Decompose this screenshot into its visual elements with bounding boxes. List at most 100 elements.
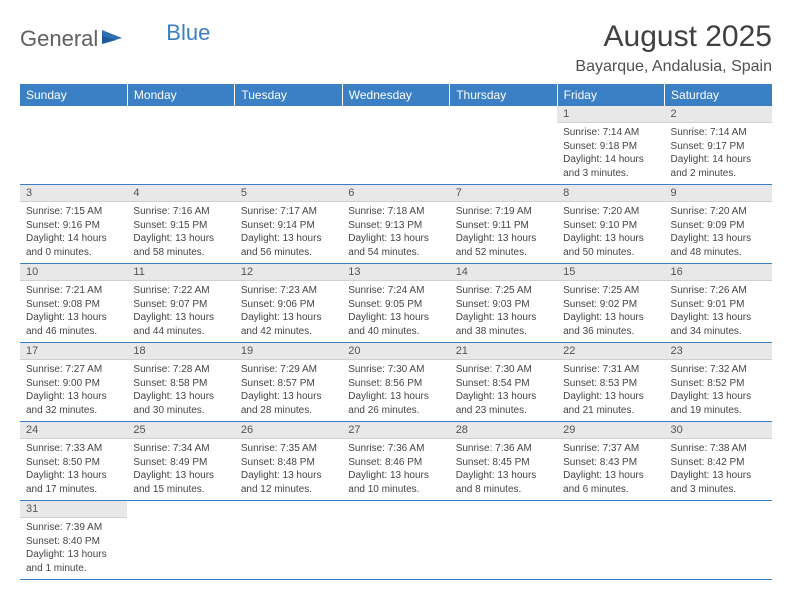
daylight-text-2: and 42 minutes. — [241, 325, 336, 339]
day-number: 21 — [450, 343, 557, 360]
calendar-body: 1Sunrise: 7:14 AMSunset: 9:18 PMDaylight… — [20, 106, 772, 580]
daylight-text-2: and 17 minutes. — [26, 483, 121, 497]
calendar-header-row: SundayMondayTuesdayWednesdayThursdayFrid… — [20, 84, 772, 106]
sunset-text: Sunset: 8:46 PM — [348, 456, 443, 470]
sunset-text: Sunset: 8:42 PM — [671, 456, 766, 470]
sunrise-text: Sunrise: 7:38 AM — [671, 442, 766, 456]
sunrise-text: Sunrise: 7:29 AM — [241, 363, 336, 377]
calendar-table: SundayMondayTuesdayWednesdayThursdayFrid… — [20, 84, 772, 580]
day-number: 1 — [557, 106, 664, 123]
daylight-text-2: and 32 minutes. — [26, 404, 121, 418]
calendar-day-cell — [235, 501, 342, 580]
sunset-text: Sunset: 9:10 PM — [563, 219, 658, 233]
calendar-day-cell — [127, 106, 234, 185]
day-details: Sunrise: 7:20 AMSunset: 9:09 PMDaylight:… — [665, 202, 772, 263]
daylight-text-2: and 19 minutes. — [671, 404, 766, 418]
sunrise-text: Sunrise: 7:21 AM — [26, 284, 121, 298]
sunset-text: Sunset: 9:14 PM — [241, 219, 336, 233]
day-number: 25 — [127, 422, 234, 439]
sunrise-text: Sunrise: 7:19 AM — [456, 205, 551, 219]
day-number: 22 — [557, 343, 664, 360]
daylight-text-1: Daylight: 13 hours — [348, 232, 443, 246]
daylight-text-2: and 8 minutes. — [456, 483, 551, 497]
daylight-text-2: and 30 minutes. — [133, 404, 228, 418]
daylight-text-2: and 6 minutes. — [563, 483, 658, 497]
day-details: Sunrise: 7:17 AMSunset: 9:14 PMDaylight:… — [235, 202, 342, 263]
calendar-day-cell: 29Sunrise: 7:37 AMSunset: 8:43 PMDayligh… — [557, 422, 664, 501]
sunrise-text: Sunrise: 7:20 AM — [563, 205, 658, 219]
day-details: Sunrise: 7:27 AMSunset: 9:00 PMDaylight:… — [20, 360, 127, 421]
day-details: Sunrise: 7:26 AMSunset: 9:01 PMDaylight:… — [665, 281, 772, 342]
calendar-day-cell: 14Sunrise: 7:25 AMSunset: 9:03 PMDayligh… — [450, 264, 557, 343]
day-details: Sunrise: 7:36 AMSunset: 8:45 PMDaylight:… — [450, 439, 557, 500]
day-details: Sunrise: 7:22 AMSunset: 9:07 PMDaylight:… — [127, 281, 234, 342]
sunrise-text: Sunrise: 7:25 AM — [563, 284, 658, 298]
daylight-text-1: Daylight: 13 hours — [456, 469, 551, 483]
calendar-week-row: 17Sunrise: 7:27 AMSunset: 9:00 PMDayligh… — [20, 343, 772, 422]
calendar-day-cell: 12Sunrise: 7:23 AMSunset: 9:06 PMDayligh… — [235, 264, 342, 343]
sunrise-text: Sunrise: 7:33 AM — [26, 442, 121, 456]
sunset-text: Sunset: 9:03 PM — [456, 298, 551, 312]
day-number: 9 — [665, 185, 772, 202]
daylight-text-1: Daylight: 13 hours — [241, 390, 336, 404]
daylight-text-1: Daylight: 13 hours — [26, 390, 121, 404]
calendar-week-row: 31Sunrise: 7:39 AMSunset: 8:40 PMDayligh… — [20, 501, 772, 580]
sunset-text: Sunset: 8:48 PM — [241, 456, 336, 470]
day-number: 14 — [450, 264, 557, 281]
daylight-text-1: Daylight: 13 hours — [133, 390, 228, 404]
daylight-text-1: Daylight: 13 hours — [456, 232, 551, 246]
daylight-text-1: Daylight: 13 hours — [241, 469, 336, 483]
daylight-text-2: and 50 minutes. — [563, 246, 658, 260]
day-details: Sunrise: 7:34 AMSunset: 8:49 PMDaylight:… — [127, 439, 234, 500]
calendar-day-cell: 15Sunrise: 7:25 AMSunset: 9:02 PMDayligh… — [557, 264, 664, 343]
day-number: 29 — [557, 422, 664, 439]
day-details: Sunrise: 7:25 AMSunset: 9:03 PMDaylight:… — [450, 281, 557, 342]
daylight-text-2: and 23 minutes. — [456, 404, 551, 418]
calendar-day-cell — [450, 501, 557, 580]
day-details: Sunrise: 7:35 AMSunset: 8:48 PMDaylight:… — [235, 439, 342, 500]
daylight-text-1: Daylight: 13 hours — [133, 469, 228, 483]
day-number: 12 — [235, 264, 342, 281]
sunset-text: Sunset: 9:07 PM — [133, 298, 228, 312]
day-number: 7 — [450, 185, 557, 202]
sunrise-text: Sunrise: 7:37 AM — [563, 442, 658, 456]
daylight-text-2: and 54 minutes. — [348, 246, 443, 260]
day-details: Sunrise: 7:14 AMSunset: 9:18 PMDaylight:… — [557, 123, 664, 184]
day-details: Sunrise: 7:28 AMSunset: 8:58 PMDaylight:… — [127, 360, 234, 421]
sunrise-text: Sunrise: 7:36 AM — [456, 442, 551, 456]
day-number: 8 — [557, 185, 664, 202]
calendar-day-cell: 7Sunrise: 7:19 AMSunset: 9:11 PMDaylight… — [450, 185, 557, 264]
sunset-text: Sunset: 8:52 PM — [671, 377, 766, 391]
sunset-text: Sunset: 8:57 PM — [241, 377, 336, 391]
day-number: 11 — [127, 264, 234, 281]
day-number: 26 — [235, 422, 342, 439]
sunset-text: Sunset: 8:56 PM — [348, 377, 443, 391]
calendar-day-cell — [450, 106, 557, 185]
calendar-week-row: 3Sunrise: 7:15 AMSunset: 9:16 PMDaylight… — [20, 185, 772, 264]
day-number: 15 — [557, 264, 664, 281]
sunrise-text: Sunrise: 7:20 AM — [671, 205, 766, 219]
daylight-text-1: Daylight: 13 hours — [456, 390, 551, 404]
day-details: Sunrise: 7:32 AMSunset: 8:52 PMDaylight:… — [665, 360, 772, 421]
day-details: Sunrise: 7:24 AMSunset: 9:05 PMDaylight:… — [342, 281, 449, 342]
daylight-text-2: and 34 minutes. — [671, 325, 766, 339]
day-details: Sunrise: 7:33 AMSunset: 8:50 PMDaylight:… — [20, 439, 127, 500]
daylight-text-2: and 2 minutes. — [671, 167, 766, 181]
day-number: 16 — [665, 264, 772, 281]
calendar-day-cell: 19Sunrise: 7:29 AMSunset: 8:57 PMDayligh… — [235, 343, 342, 422]
sunrise-text: Sunrise: 7:31 AM — [563, 363, 658, 377]
weekday-header: Saturday — [665, 84, 772, 106]
day-details: Sunrise: 7:31 AMSunset: 8:53 PMDaylight:… — [557, 360, 664, 421]
sunset-text: Sunset: 9:06 PM — [241, 298, 336, 312]
calendar-day-cell: 4Sunrise: 7:16 AMSunset: 9:15 PMDaylight… — [127, 185, 234, 264]
sunrise-text: Sunrise: 7:25 AM — [456, 284, 551, 298]
calendar-day-cell: 31Sunrise: 7:39 AMSunset: 8:40 PMDayligh… — [20, 501, 127, 580]
calendar-day-cell: 11Sunrise: 7:22 AMSunset: 9:07 PMDayligh… — [127, 264, 234, 343]
day-details: Sunrise: 7:30 AMSunset: 8:54 PMDaylight:… — [450, 360, 557, 421]
sunrise-text: Sunrise: 7:18 AM — [348, 205, 443, 219]
day-number: 4 — [127, 185, 234, 202]
sunset-text: Sunset: 9:00 PM — [26, 377, 121, 391]
day-number: 31 — [20, 501, 127, 518]
calendar-day-cell — [20, 106, 127, 185]
calendar-day-cell: 27Sunrise: 7:36 AMSunset: 8:46 PMDayligh… — [342, 422, 449, 501]
